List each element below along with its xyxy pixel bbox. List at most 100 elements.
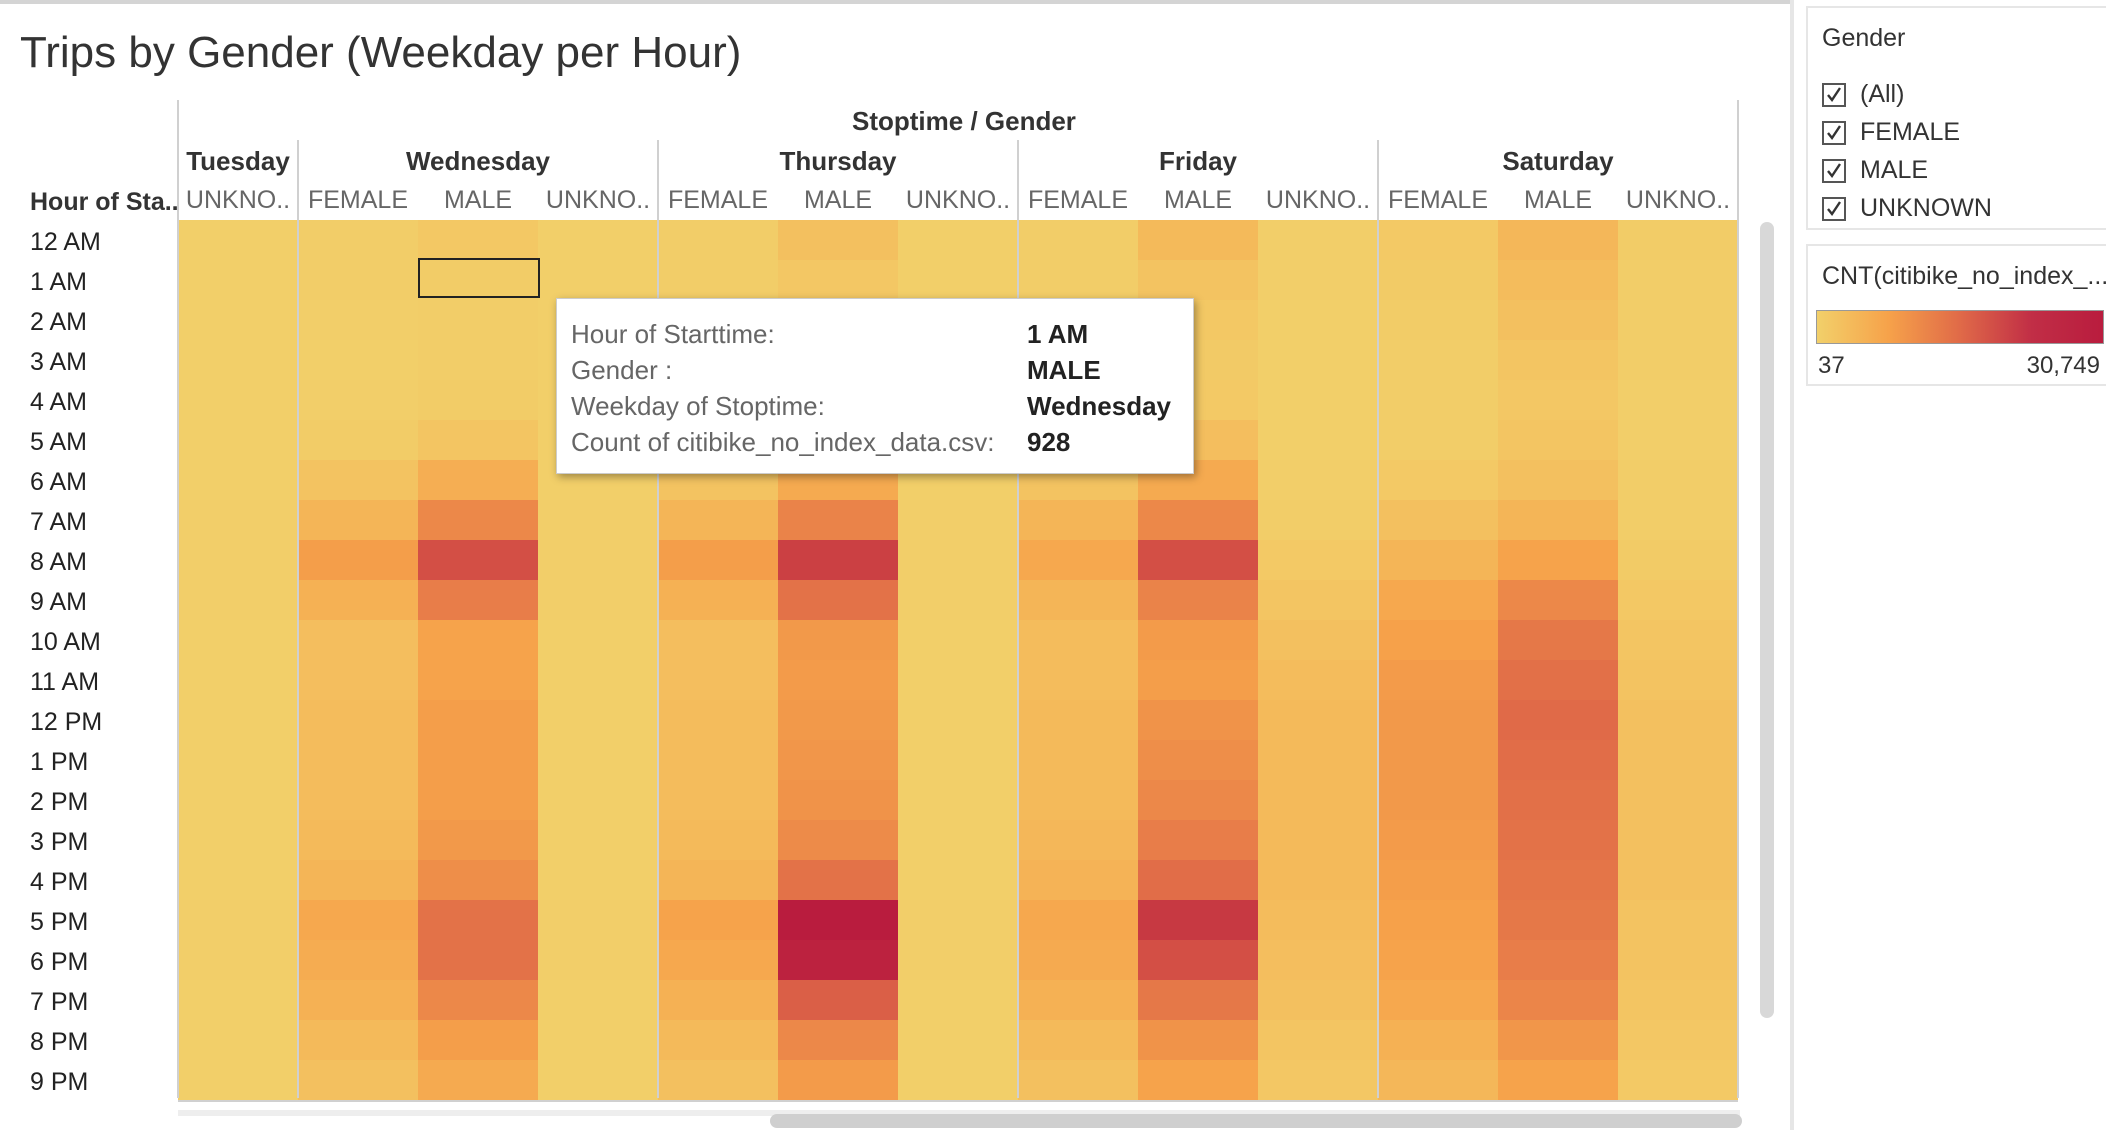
heatmap-cell[interactable]: [418, 860, 538, 900]
heatmap-cell[interactable]: [778, 580, 898, 620]
heatmap-cell[interactable]: [1498, 420, 1618, 460]
heatmap-cell[interactable]: [1498, 300, 1618, 340]
heatmap-cell[interactable]: [1378, 1060, 1498, 1100]
heatmap-cell[interactable]: [658, 660, 778, 700]
heatmap-cell[interactable]: [1498, 1060, 1618, 1100]
heatmap-cell[interactable]: [178, 820, 298, 860]
heatmap-cell[interactable]: [1618, 820, 1738, 860]
heatmap-cell[interactable]: [1018, 940, 1138, 980]
heatmap-cell[interactable]: [298, 780, 418, 820]
heatmap-cell[interactable]: [1618, 500, 1738, 540]
heatmap-cell[interactable]: [1618, 780, 1738, 820]
heatmap-cell[interactable]: [1618, 620, 1738, 660]
heatmap-cell[interactable]: [418, 900, 538, 940]
heatmap-cell[interactable]: [658, 980, 778, 1020]
heatmap-cell[interactable]: [1618, 940, 1738, 980]
heatmap-cell[interactable]: [418, 700, 538, 740]
heatmap-cell[interactable]: [1498, 940, 1618, 980]
heatmap-cell[interactable]: [1018, 1020, 1138, 1060]
filter-option-all[interactable]: (All): [1822, 80, 1904, 109]
heatmap-cell[interactable]: [658, 620, 778, 660]
heatmap-cell[interactable]: [1258, 340, 1378, 380]
heatmap-cell[interactable]: [178, 740, 298, 780]
heatmap-cell[interactable]: [538, 500, 658, 540]
heatmap-cell[interactable]: [658, 260, 778, 300]
heatmap-cell[interactable]: [1138, 660, 1258, 700]
heatmap-cell[interactable]: [418, 580, 538, 620]
heatmap-cell[interactable]: [658, 740, 778, 780]
heatmap-cell[interactable]: [178, 980, 298, 1020]
heatmap-cell[interactable]: [1258, 500, 1378, 540]
heatmap-cell[interactable]: [1018, 1060, 1138, 1100]
heatmap-cell[interactable]: [1498, 540, 1618, 580]
heatmap-cell[interactable]: [1138, 820, 1258, 860]
heatmap-cell[interactable]: [778, 980, 898, 1020]
heatmap-cell[interactable]: [658, 940, 778, 980]
heatmap-cell[interactable]: [898, 740, 1018, 780]
heatmap-cell[interactable]: [1138, 500, 1258, 540]
heatmap-cell[interactable]: [658, 580, 778, 620]
heatmap-cell[interactable]: [778, 860, 898, 900]
heatmap-cell[interactable]: [1018, 620, 1138, 660]
heatmap-cell[interactable]: [778, 780, 898, 820]
heatmap-cell[interactable]: [178, 220, 298, 260]
vertical-scrollbar[interactable]: [1760, 222, 1774, 1018]
heatmap-cell[interactable]: [778, 220, 898, 260]
heatmap-cell[interactable]: [538, 700, 658, 740]
heatmap-cell[interactable]: [778, 1060, 898, 1100]
heatmap-cell[interactable]: [1378, 740, 1498, 780]
heatmap-cell[interactable]: [1378, 380, 1498, 420]
heatmap-cell[interactable]: [1258, 1060, 1378, 1100]
heatmap-cell[interactable]: [1138, 740, 1258, 780]
heatmap-cell[interactable]: [1618, 580, 1738, 620]
heatmap-cell[interactable]: [898, 260, 1018, 300]
heatmap-cell[interactable]: [1258, 220, 1378, 260]
heatmap-cell[interactable]: [1378, 340, 1498, 380]
heatmap-cell[interactable]: [1258, 540, 1378, 580]
heatmap-cell[interactable]: [1498, 740, 1618, 780]
heatmap-cell[interactable]: [1378, 260, 1498, 300]
heatmap-cell[interactable]: [1618, 700, 1738, 740]
heatmap-cell[interactable]: [178, 660, 298, 700]
heatmap-cell[interactable]: [1498, 500, 1618, 540]
heatmap-cell[interactable]: [1378, 940, 1498, 980]
checkbox-checked-icon[interactable]: [1822, 120, 1846, 145]
heatmap-cell[interactable]: [178, 500, 298, 540]
heatmap-cell[interactable]: [538, 980, 658, 1020]
heatmap-cell[interactable]: [1018, 660, 1138, 700]
heatmap-cell[interactable]: [1618, 540, 1738, 580]
heatmap-cell[interactable]: [898, 660, 1018, 700]
heatmap-cell[interactable]: [298, 500, 418, 540]
heatmap-cell[interactable]: [178, 1020, 298, 1060]
heatmap-cell[interactable]: [1018, 700, 1138, 740]
heatmap-cell[interactable]: [298, 860, 418, 900]
heatmap-cell[interactable]: [1498, 660, 1618, 700]
heatmap-cell[interactable]: [538, 1060, 658, 1100]
heatmap-cell[interactable]: [298, 1020, 418, 1060]
heatmap-cell[interactable]: [1618, 300, 1738, 340]
heatmap-cell[interactable]: [538, 220, 658, 260]
heatmap-cell[interactable]: [898, 900, 1018, 940]
heatmap-cell[interactable]: [298, 580, 418, 620]
heatmap-cell[interactable]: [298, 1060, 418, 1100]
heatmap-cell[interactable]: [778, 900, 898, 940]
heatmap-cell[interactable]: [1498, 220, 1618, 260]
heatmap-cell[interactable]: [658, 780, 778, 820]
heatmap-cell[interactable]: [298, 700, 418, 740]
heatmap-cell[interactable]: [1378, 900, 1498, 940]
heatmap-cell[interactable]: [1258, 940, 1378, 980]
heatmap-cell[interactable]: [1018, 780, 1138, 820]
heatmap-cell[interactable]: [1618, 340, 1738, 380]
heatmap-cell[interactable]: [1258, 580, 1378, 620]
heatmap-cell[interactable]: [1498, 380, 1618, 420]
heatmap-cell[interactable]: [538, 940, 658, 980]
heatmap-cell[interactable]: [418, 660, 538, 700]
heatmap-cell[interactable]: [1618, 1060, 1738, 1100]
heatmap-cell[interactable]: [418, 620, 538, 660]
heatmap-cell[interactable]: [298, 620, 418, 660]
heatmap-cell[interactable]: [1378, 980, 1498, 1020]
heatmap-cell[interactable]: [898, 500, 1018, 540]
heatmap-cell[interactable]: [1258, 300, 1378, 340]
heatmap-cell[interactable]: [1618, 1020, 1738, 1060]
